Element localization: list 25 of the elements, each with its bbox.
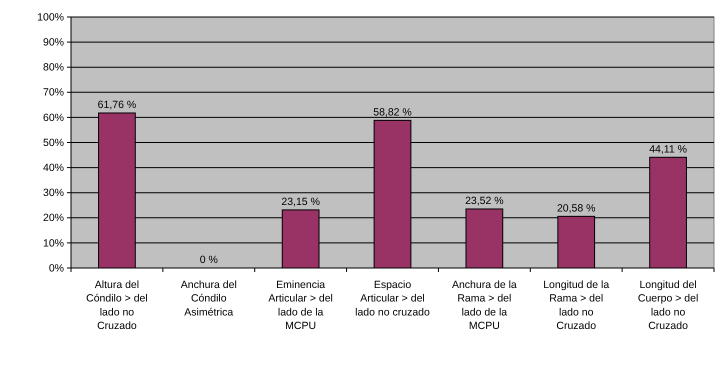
y-tick-label: 100%: [37, 11, 64, 24]
x-tick-label: Eminencia Articular > del lado de la MCPU: [268, 279, 333, 332]
y-tick-label: 40%: [42, 162, 64, 174]
y-tick-label: 10%: [42, 237, 64, 250]
data-label: 23,52 %: [465, 194, 504, 207]
y-tick-label: 30%: [42, 187, 64, 200]
data-label: 61,76 %: [98, 98, 136, 111]
y-tick-label: 20%: [42, 212, 64, 224]
data-label: 20,58 %: [556, 202, 596, 214]
y-tick-label: 70%: [42, 86, 64, 99]
data-label: 0 %: [200, 254, 218, 266]
y-tick-label: 90%: [42, 36, 64, 48]
x-tick-label: Espacio Articular > del lado no cruzado: [355, 279, 430, 318]
data-label: 44,11 %: [649, 143, 687, 156]
data-label: 58,82 %: [373, 106, 412, 118]
x-tick-label: Anchura del Cóndilo Asimétrica: [180, 279, 237, 318]
x-tick-label: Longitud de la Rama > del lado no Cruzado: [543, 279, 610, 332]
y-tick-label: 0%: [48, 262, 64, 274]
x-tick-label: Altura del Cóndilo > del lado no Cruzado: [86, 279, 148, 332]
x-tick-label: Anchura de la Rama > del lado de la MCPU: [452, 279, 517, 332]
x-tick-label: Longitud del Cuerpo > del lado no Cruzado: [638, 279, 698, 332]
y-tick-label: 50%: [42, 136, 64, 149]
y-tick-label: 60%: [42, 112, 64, 124]
y-tick-label: 80%: [42, 62, 64, 74]
data-label: 23,15 %: [281, 196, 320, 208]
